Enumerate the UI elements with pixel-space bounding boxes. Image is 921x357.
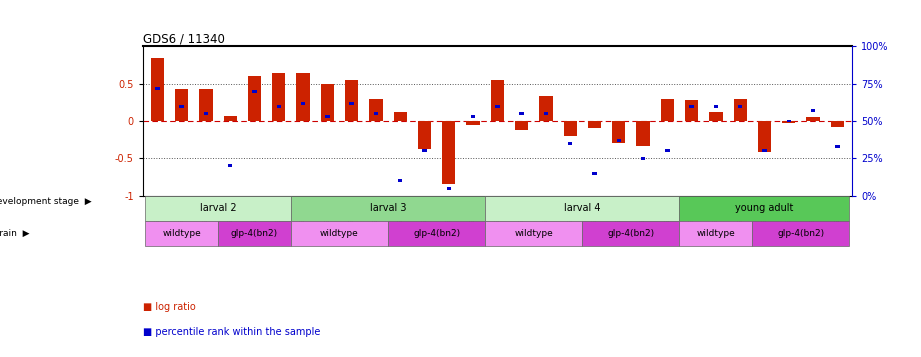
Text: glp-4(bn2): glp-4(bn2)	[777, 229, 824, 238]
Bar	[325, 115, 330, 118]
Bar	[612, 121, 625, 144]
Bar	[398, 179, 402, 182]
Text: young adult: young adult	[735, 203, 794, 213]
Bar	[301, 102, 305, 105]
Bar	[485, 221, 582, 246]
Text: larval 3: larval 3	[370, 203, 406, 213]
Bar	[835, 145, 840, 148]
Bar	[515, 121, 529, 130]
Bar	[680, 196, 849, 221]
Bar	[787, 120, 791, 122]
Bar	[491, 80, 504, 121]
Text: wildtype: wildtype	[515, 229, 554, 238]
Bar	[349, 102, 354, 105]
Bar	[495, 105, 499, 107]
Bar	[345, 80, 358, 121]
Bar	[276, 105, 281, 107]
Text: ■ percentile rank within the sample: ■ percentile rank within the sample	[143, 327, 321, 337]
Bar	[369, 99, 382, 121]
Bar	[485, 196, 680, 221]
Bar	[568, 142, 572, 145]
Bar	[752, 221, 849, 246]
Text: glp-4(bn2): glp-4(bn2)	[607, 229, 655, 238]
Bar	[393, 112, 407, 121]
Text: strain  ▶: strain ▶	[0, 229, 29, 238]
Bar	[592, 172, 597, 175]
Bar	[733, 99, 747, 121]
Bar	[224, 116, 237, 121]
Bar	[466, 121, 480, 125]
Bar	[423, 149, 426, 152]
Bar	[810, 109, 815, 112]
Bar	[660, 99, 674, 121]
Bar	[248, 76, 262, 121]
Bar	[180, 105, 184, 107]
Bar	[714, 105, 718, 107]
Bar	[175, 89, 188, 121]
Bar	[155, 87, 159, 90]
Bar	[388, 221, 485, 246]
Bar	[738, 105, 742, 107]
Bar	[471, 115, 475, 118]
Bar	[228, 164, 232, 167]
Bar	[291, 221, 388, 246]
Bar	[831, 121, 844, 127]
Bar	[447, 187, 451, 190]
Bar	[272, 72, 286, 121]
Bar	[807, 117, 820, 121]
Bar	[297, 72, 309, 121]
Text: larval 2: larval 2	[200, 203, 237, 213]
Text: ■ log ratio: ■ log ratio	[143, 302, 195, 312]
Bar	[582, 221, 680, 246]
Bar	[146, 221, 218, 246]
Text: development stage  ▶: development stage ▶	[0, 197, 91, 206]
Bar	[539, 96, 553, 121]
Bar	[519, 112, 524, 115]
Bar	[564, 121, 577, 136]
Bar	[763, 149, 766, 152]
Bar	[151, 57, 164, 121]
Bar	[680, 221, 752, 246]
Bar	[641, 157, 646, 160]
Bar	[321, 84, 334, 121]
Text: wildtype: wildtype	[696, 229, 735, 238]
Bar	[665, 149, 670, 152]
Bar	[146, 196, 291, 221]
Text: glp-4(bn2): glp-4(bn2)	[413, 229, 460, 238]
Bar	[543, 112, 548, 115]
Text: GDS6 / 11340: GDS6 / 11340	[143, 32, 225, 45]
Bar	[690, 105, 694, 107]
Text: wildtype: wildtype	[321, 229, 359, 238]
Bar	[636, 121, 649, 146]
Text: larval 4: larval 4	[564, 203, 600, 213]
Bar	[374, 112, 379, 115]
Bar	[758, 121, 771, 152]
Text: glp-4(bn2): glp-4(bn2)	[231, 229, 278, 238]
Bar	[685, 100, 698, 121]
Text: wildtype: wildtype	[162, 229, 201, 238]
Bar	[442, 121, 456, 185]
Bar	[199, 89, 213, 121]
Bar	[616, 139, 621, 142]
Bar	[291, 196, 485, 221]
Bar	[252, 90, 257, 93]
Bar	[418, 121, 431, 149]
Bar	[588, 121, 601, 129]
Bar	[218, 221, 291, 246]
Bar	[782, 121, 796, 123]
Bar	[204, 112, 208, 115]
Bar	[709, 112, 723, 121]
